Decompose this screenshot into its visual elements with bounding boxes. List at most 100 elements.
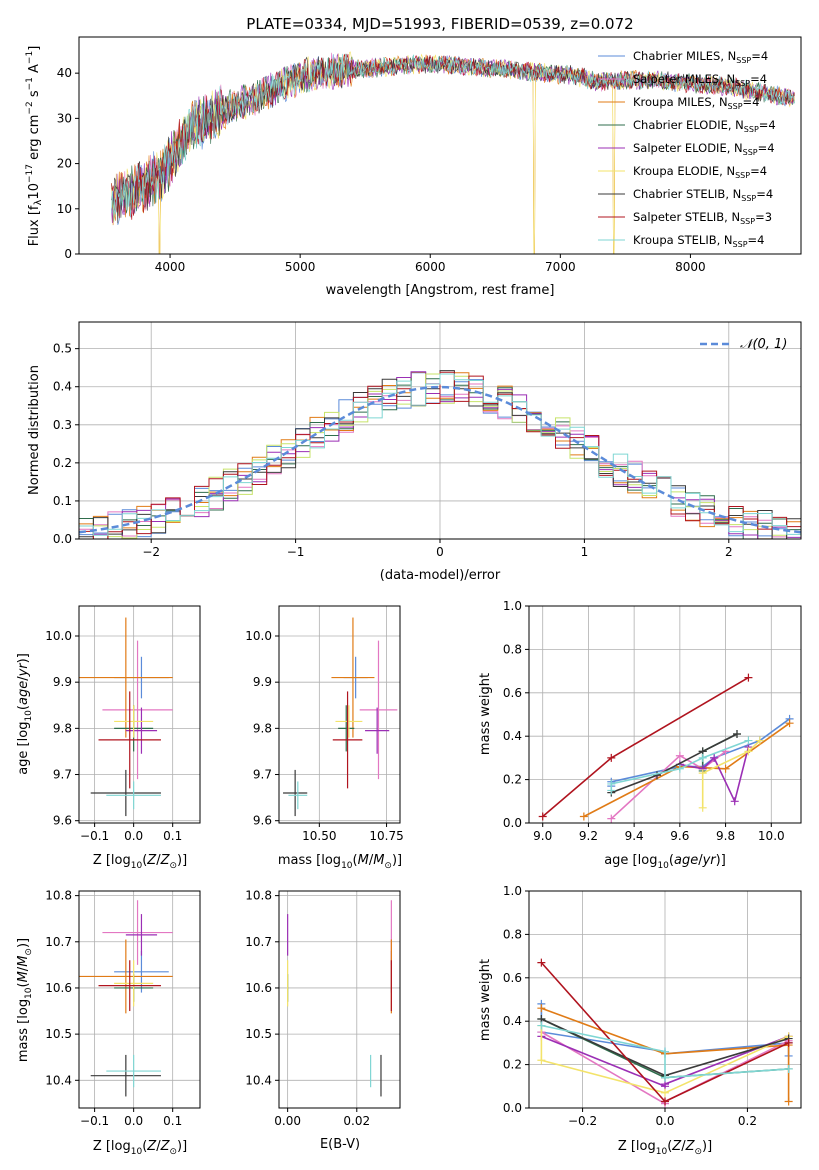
- y-tick-label: 0.4: [503, 729, 522, 743]
- mass-vs-ebv-panel: 0.00 0.02 10.4 10.5 10.6 10.7 10.8 E(B-V): [245, 889, 401, 1152]
- legend-entry: Chabrier STELIB, NSSP=4: [633, 187, 773, 203]
- weight-line: [540, 1025, 789, 1094]
- weight-marker: [744, 747, 753, 756]
- spectrum-line: [111, 53, 795, 220]
- residual-histogram: [79, 371, 801, 540]
- x-tick-label: 9.2: [579, 829, 598, 843]
- y-tick-label: 0.0: [503, 816, 522, 830]
- x-tick-label: −1: [287, 545, 305, 559]
- y-tick-label: 9.6: [253, 814, 272, 828]
- mass-vs-Z-panel: −0.1 0.0 0.1 10.4 10.5 10.6 10.7 10.8 Z [log10(…: [16, 889, 201, 1157]
- spectrum-panel: 4000 5000 6000 7000 8000 0 10 20 30 40 wavelength…: [25, 36, 802, 298]
- y-tick-label: 10.0: [45, 629, 72, 643]
- y-tick-label: 0.8: [503, 642, 522, 656]
- y-tick-label: 9.9: [53, 675, 72, 689]
- spectrum-ylabel: Flux [fλ10−17 erg cm−2 s−1 A−1]: [25, 46, 44, 247]
- x-tick-label: −2: [142, 545, 160, 559]
- residual-histograms: [78, 370, 802, 540]
- age-vs-Z-ylabel: age [log10(age/yr)]: [16, 653, 34, 775]
- weight-marker: [698, 753, 707, 762]
- weight-marker: [675, 751, 684, 760]
- weight-marker: [538, 812, 547, 821]
- y-tick-label: 10.7: [45, 935, 72, 949]
- y-tick-label: 1.0: [503, 599, 522, 613]
- x-tick-label: −0.1: [80, 829, 109, 843]
- weight-line: [583, 722, 791, 818]
- weight-vs-age-panel: 9.0 9.2 9.4 9.6 9.8 10.0 0.0 0.2 0.4 0.6 0.8 1.0 ag…: [478, 599, 802, 871]
- y-tick-label: 20: [57, 157, 72, 171]
- weight-vs-Z-xlabel: Z [log10(Z/Z⊙)]: [618, 1139, 712, 1157]
- weight-marker: [784, 1038, 793, 1047]
- x-tick-label: 4000: [155, 260, 186, 274]
- legend-entry: Kroupa ELODIE, NSSP=4: [633, 164, 767, 180]
- mass-vs-ebv-marks: 0.00 0.02 10.4 10.5 10.6 10.7 10.8: [245, 889, 401, 1128]
- x-tick-label: 5000: [285, 260, 316, 274]
- residual-histogram: [79, 373, 801, 536]
- y-tick-label: 0.0: [503, 1101, 522, 1115]
- x-tick-label: −0.1: [80, 1114, 109, 1128]
- y-tick-label: 0.2: [503, 1058, 522, 1072]
- weight-vs-age-ylabel: mass weight: [478, 673, 493, 755]
- y-tick-label: 0.2: [503, 773, 522, 787]
- legend-entry: Salpeter MILES, NSSP=4: [633, 72, 767, 88]
- weight-line: [701, 739, 761, 808]
- y-tick-label: 10.0: [245, 629, 272, 643]
- spectrum-line: [111, 56, 795, 224]
- y-tick-label: 0.4: [53, 380, 72, 394]
- y-tick-label: 10.8: [45, 889, 72, 903]
- y-tick-label: 9.6: [53, 814, 72, 828]
- weight-marker: [710, 753, 719, 762]
- age-vs-Z-xlabel: Z [log10(Z/Z⊙)]: [93, 853, 187, 871]
- weight-line: [541, 1024, 789, 1079]
- weight-marker: [661, 1073, 669, 1082]
- spectrum-ylabel-main: Flux [f: [27, 205, 42, 246]
- weight-marker: [744, 673, 753, 682]
- y-tick-label: 0.6: [503, 971, 522, 985]
- residual-legend: 𝒩(0, 1): [700, 337, 787, 352]
- spectrum-lines: [111, 51, 795, 254]
- spectrum-title: PLATE=0334, MJD=51993, FIBERID=0539, z=0…: [246, 15, 633, 33]
- age-vs-Z-marks: −0.1 0.0 0.1 9.6 9.7 9.8 9.9 10.0: [45, 605, 201, 843]
- normal-curve: [78, 385, 802, 534]
- y-tick-label: 9.8: [53, 721, 72, 735]
- residual-axes: −2 −1 0 1 2 0.0 0.1 0.2 0.3 0.4 0.5: [53, 342, 733, 559]
- age-vs-mass-panel: 10.50 10.75 9.6 9.7 9.8 9.9 10.0 mass [log10(M…: [245, 605, 404, 871]
- residual-frame: [78, 321, 802, 540]
- panel-frame: [78, 890, 201, 1109]
- legend-entry: Chabrier ELODIE, NSSP=4: [633, 118, 776, 134]
- mass-vs-Z-xlabel: Z [log10(Z/Z⊙)]: [93, 1139, 187, 1157]
- weight-marker: [730, 797, 739, 806]
- y-tick-label: 1.0: [503, 884, 522, 898]
- x-tick-label: 9.8: [716, 829, 735, 843]
- spectrum-xlabel: wavelength [Angstrom, rest frame]: [326, 283, 555, 298]
- x-tick-label: 2: [725, 545, 733, 559]
- weight-marker: [698, 769, 707, 778]
- y-tick-label: 9.7: [253, 768, 272, 782]
- legend-entry: Salpeter STELIB, NSSP=3: [633, 210, 772, 226]
- mass-vs-Z-ylabel: mass [log10(M/M⊙)]: [16, 938, 34, 1062]
- y-tick-label: 0.4: [503, 1014, 522, 1028]
- x-tick-label: 0.2: [738, 1114, 757, 1128]
- weight-marker: [785, 719, 794, 728]
- panel-frame: [528, 605, 802, 824]
- spectrum-line: [111, 53, 795, 222]
- panel-frame: [78, 605, 201, 824]
- age-vs-mass-marks: 10.50 10.75 9.6 9.7 9.8 9.9 10.0: [245, 605, 404, 843]
- spectrum-legend: Chabrier MILES, NSSP=4 Salpeter MILES, NS…: [598, 49, 776, 249]
- x-tick-label: 6000: [415, 260, 446, 274]
- y-tick-label: 0: [64, 247, 72, 261]
- x-tick-label: 0.0: [124, 829, 143, 843]
- weight-marker: [607, 814, 616, 823]
- weight-marker: [755, 736, 764, 745]
- y-tick-label: 10.4: [245, 1073, 272, 1087]
- weight-vs-age-xlabel: age [log10(age/yr)]: [604, 853, 726, 871]
- residual-ylabel: Normed distribution: [27, 365, 42, 495]
- x-tick-label: 10.75: [369, 829, 403, 843]
- weight-vs-Z-ylabel: mass weight: [478, 959, 493, 1041]
- legend-entry: Salpeter ELODIE, NSSP=4: [633, 141, 775, 157]
- y-tick-label: 0.6: [503, 686, 522, 700]
- y-tick-label: 0.3: [53, 418, 72, 432]
- weight-marker: [537, 1056, 546, 1065]
- x-tick-label: 0.00: [274, 1114, 301, 1128]
- y-tick-label: 9.8: [253, 721, 272, 735]
